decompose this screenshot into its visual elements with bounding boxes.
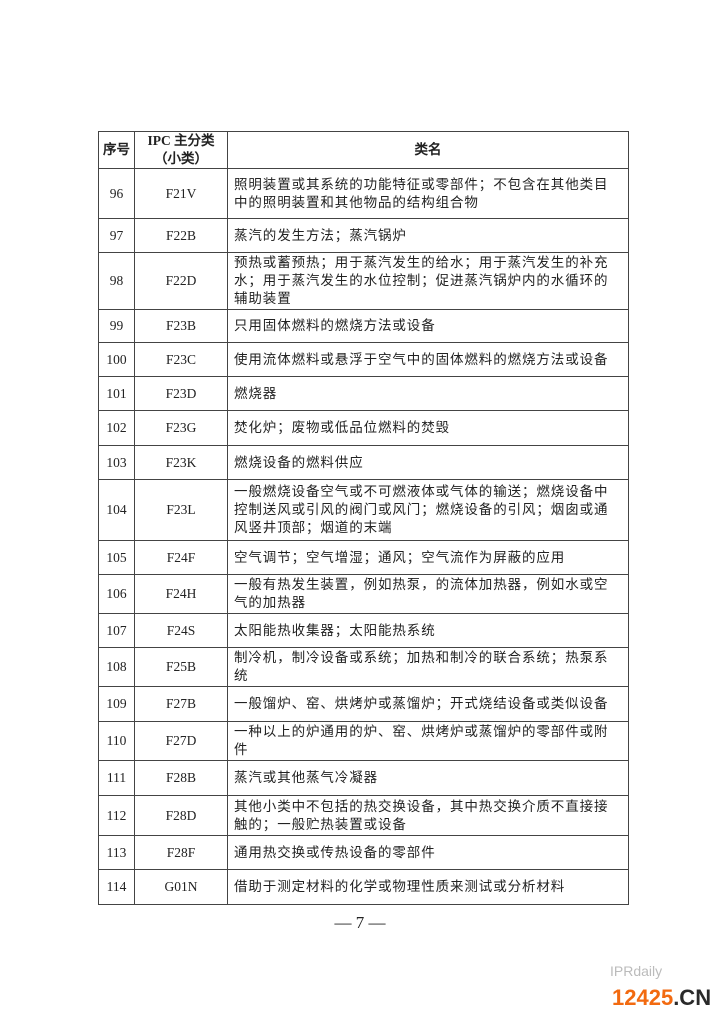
table-row: 99 F23B 只用固体燃料的燃烧方法或设备 (98, 309, 629, 343)
table-header-row: 序号 IPC 主分类（小类） 类名 (98, 131, 629, 169)
row-number: 104 (98, 479, 135, 541)
row-class-name: 蒸汽的发生方法；蒸汽锅炉 (227, 218, 629, 253)
row-class-name: 其他小类中不包括的热交换设备，其中热交换介质不直接接触的；一般贮热装置或设备 (227, 795, 629, 836)
row-ipc-code: G01N (134, 869, 228, 905)
table-row: 104 F23L 一般燃烧设备空气或不可燃液体或气体的输送；燃烧设备中控制送风或引风… (98, 479, 629, 541)
row-number: 103 (98, 445, 135, 480)
row-class-name: 通用热交换或传热设备的零部件 (227, 835, 629, 870)
ipc-class-table: 序号 IPC 主分类（小类） 类名 96 F21V 照明装置或其系统的功能特征或零部… (98, 131, 629, 905)
row-class-name: 一般燃烧设备空气或不可燃液体或气体的输送；燃烧设备中控制送风或引风的阀门或风门；… (227, 479, 629, 541)
row-ipc-code: F21V (134, 168, 228, 219)
row-ipc-code: F22B (134, 218, 228, 253)
row-class-name: 一般有热发生装置，例如热泵，的流体加热器，例如水或空气的加热器 (227, 574, 629, 614)
row-number: 113 (98, 835, 135, 870)
row-ipc-code: F28D (134, 795, 228, 836)
row-number: 96 (98, 168, 135, 219)
row-ipc-code: F25B (134, 647, 228, 687)
table-row: 114 G01N 借助于测定材料的化学或物理性质来测试或分析材料 (98, 869, 629, 905)
row-ipc-code: F23D (134, 376, 228, 411)
row-class-name: 制冷机，制冷设备或系统；加热和制冷的联合系统；热泵系统 (227, 647, 629, 687)
table-row: 109 F27B 一般馏炉、窑、烘烤炉或蒸馏炉；开式烧结设备或类似设备 (98, 686, 629, 722)
row-number: 112 (98, 795, 135, 836)
row-class-name: 空气调节；空气增湿；通风；空气流作为屏蔽的应用 (227, 540, 629, 575)
row-number: 101 (98, 376, 135, 411)
row-ipc-code: F27D (134, 721, 228, 761)
row-number: 110 (98, 721, 135, 761)
row-number: 99 (98, 309, 135, 343)
table-row: 98 F22D 预热或蓄预热；用于蒸汽发生的给水；用于蒸汽发生的补充水；用于蒸汽发生… (98, 252, 629, 310)
row-ipc-code: F28B (134, 760, 228, 796)
row-ipc-code: F23L (134, 479, 228, 541)
row-ipc-code: F23K (134, 445, 228, 480)
row-ipc-code: F24F (134, 540, 228, 575)
row-class-name: 只用固体燃料的燃烧方法或设备 (227, 309, 629, 343)
table-row: 96 F21V 照明装置或其系统的功能特征或零部件；不包含在其他类目中的照明装置和其… (98, 168, 629, 219)
row-class-name: 照明装置或其系统的功能特征或零部件；不包含在其他类目中的照明装置和其他物品的结构… (227, 168, 629, 219)
header-ipc: IPC 主分类（小类） (134, 131, 228, 169)
table-row: 111 F28B 蒸汽或其他蒸气冷凝器 (98, 760, 629, 796)
table-row: 102 F23G 焚化炉；废物或低品位燃料的焚毁 (98, 410, 629, 446)
row-class-name: 使用流体燃料或悬浮于空气中的固体燃料的燃烧方法或设备 (227, 342, 629, 377)
table-row: 107 F24S 太阳能热收集器；太阳能热系统 (98, 613, 629, 648)
row-number: 106 (98, 574, 135, 614)
table-row: 108 F25B 制冷机，制冷设备或系统；加热和制冷的联合系统；热泵系统 (98, 647, 629, 687)
row-class-name: 焚化炉；废物或低品位燃料的焚毁 (227, 410, 629, 446)
page-number: — 7 — (334, 913, 386, 932)
row-ipc-code: F23C (134, 342, 228, 377)
header-no: 序号 (98, 131, 135, 169)
row-number: 109 (98, 686, 135, 722)
row-number: 100 (98, 342, 135, 377)
table-row: 97 F22B 蒸汽的发生方法；蒸汽锅炉 (98, 218, 629, 253)
watermark-faint: IPRdaily (610, 963, 663, 979)
row-number: 108 (98, 647, 135, 687)
table-row: 103 F23K 燃烧设备的燃料供应 (98, 445, 629, 480)
row-number: 98 (98, 252, 135, 310)
row-number: 111 (98, 760, 135, 796)
watermark-brand-orange: 12425 (612, 985, 674, 1010)
row-ipc-code: F24S (134, 613, 228, 648)
table-row: 112 F28D 其他小类中不包括的热交换设备，其中热交换介质不直接接触的；一般贮热… (98, 795, 629, 836)
row-ipc-code: F23B (134, 309, 228, 343)
table-row: 100 F23C 使用流体燃料或悬浮于空气中的固体燃料的燃烧方法或设备 (98, 342, 629, 377)
row-number: 102 (98, 410, 135, 446)
header-name: 类名 (227, 131, 629, 169)
table-body: 96 F21V 照明装置或其系统的功能特征或零部件；不包含在其他类目中的照明装置和其… (98, 168, 629, 905)
row-ipc-code: F24H (134, 574, 228, 614)
row-ipc-code: F22D (134, 252, 228, 310)
table-row: 106 F24H 一般有热发生装置，例如热泵，的流体加热器，例如水或空气的加热器 (98, 574, 629, 614)
row-class-name: 蒸汽或其他蒸气冷凝器 (227, 760, 629, 796)
row-class-name: 燃烧器 (227, 376, 629, 411)
row-class-name: 一种以上的炉通用的炉、窑、烘烤炉或蒸馏炉的零部件或附件 (227, 721, 629, 761)
row-number: 97 (98, 218, 135, 253)
row-class-name: 燃烧设备的燃料供应 (227, 445, 629, 480)
watermark-brand-dark: .CN (673, 985, 712, 1010)
table-row: 110 F27D 一种以上的炉通用的炉、窑、烘烤炉或蒸馏炉的零部件或附件 (98, 721, 629, 761)
row-class-name: 一般馏炉、窑、烘烤炉或蒸馏炉；开式烧结设备或类似设备 (227, 686, 629, 722)
row-class-name: 预热或蓄预热；用于蒸汽发生的给水；用于蒸汽发生的补充水；用于蒸汽发生的水位控制；… (227, 252, 629, 310)
watermark-logo: 12425.CN (612, 985, 711, 1011)
row-number: 105 (98, 540, 135, 575)
row-ipc-code: F28F (134, 835, 228, 870)
row-class-name: 太阳能热收集器；太阳能热系统 (227, 613, 629, 648)
row-number: 114 (98, 869, 135, 905)
row-ipc-code: F23G (134, 410, 228, 446)
row-class-name: 借助于测定材料的化学或物理性质来测试或分析材料 (227, 869, 629, 905)
row-number: 107 (98, 613, 135, 648)
table-row: 105 F24F 空气调节；空气增湿；通风；空气流作为屏蔽的应用 (98, 540, 629, 575)
table-row: 113 F28F 通用热交换或传热设备的零部件 (98, 835, 629, 870)
table-row: 101 F23D 燃烧器 (98, 376, 629, 411)
row-ipc-code: F27B (134, 686, 228, 722)
